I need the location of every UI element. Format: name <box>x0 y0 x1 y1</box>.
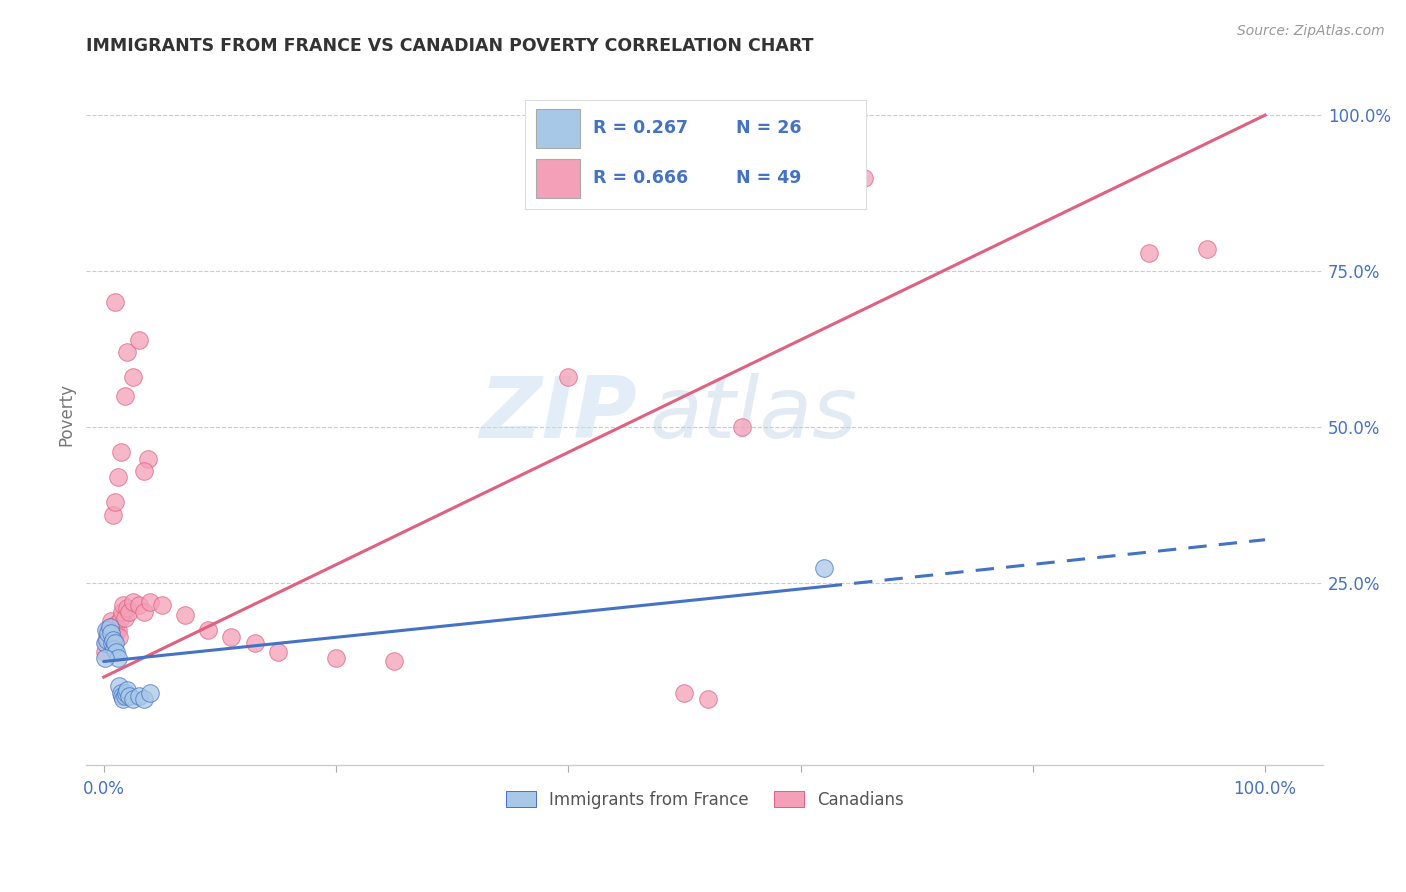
Point <box>104 295 127 310</box>
Point <box>97 626 120 640</box>
Point <box>114 689 136 703</box>
Text: IMMIGRANTS FROM FRANCE VS CANADIAN POVERTY CORRELATION CHART: IMMIGRANTS FROM FRANCE VS CANADIAN POVER… <box>86 37 814 55</box>
Point <box>118 605 141 619</box>
Point <box>94 651 117 665</box>
Point <box>114 389 136 403</box>
Point <box>105 645 128 659</box>
Point <box>97 624 120 638</box>
Point <box>101 620 124 634</box>
Point <box>101 632 124 647</box>
Point <box>134 605 156 619</box>
Point <box>136 451 159 466</box>
Point <box>382 655 405 669</box>
Text: atlas: atlas <box>650 374 858 457</box>
Point <box>104 624 127 638</box>
Point <box>110 611 132 625</box>
Point <box>98 620 121 634</box>
Point <box>94 636 117 650</box>
Point <box>813 561 835 575</box>
Point <box>101 636 124 650</box>
Point <box>100 626 122 640</box>
Point <box>112 692 135 706</box>
Point <box>325 651 347 665</box>
Point <box>115 601 138 615</box>
Point <box>128 333 150 347</box>
Point <box>118 689 141 703</box>
Point <box>110 445 132 459</box>
Point <box>107 624 129 638</box>
Point <box>108 630 131 644</box>
Point <box>96 630 118 644</box>
Text: 0.0%: 0.0% <box>83 780 125 798</box>
Point <box>104 495 127 509</box>
Point <box>96 632 118 647</box>
Point <box>197 624 219 638</box>
Point <box>174 607 197 622</box>
Point <box>107 651 129 665</box>
Point <box>103 630 125 644</box>
Point <box>121 370 143 384</box>
Point <box>104 636 127 650</box>
Point <box>557 370 579 384</box>
Point <box>100 614 122 628</box>
Point <box>267 645 290 659</box>
Point <box>105 617 128 632</box>
Point <box>121 595 143 609</box>
Point <box>112 599 135 613</box>
Point <box>853 170 876 185</box>
Point <box>1137 245 1160 260</box>
Point <box>115 682 138 697</box>
Point <box>115 345 138 359</box>
Y-axis label: Poverty: Poverty <box>58 384 75 446</box>
Point <box>243 636 266 650</box>
Point <box>121 692 143 706</box>
Text: Source: ZipAtlas.com: Source: ZipAtlas.com <box>1237 24 1385 38</box>
Point <box>98 620 121 634</box>
Point <box>111 689 134 703</box>
Point <box>696 692 718 706</box>
Text: 100.0%: 100.0% <box>1233 780 1296 798</box>
Point <box>94 645 117 659</box>
Point <box>111 605 134 619</box>
Point <box>128 689 150 703</box>
Text: ZIP: ZIP <box>479 374 637 457</box>
Point <box>114 686 136 700</box>
Point <box>103 642 125 657</box>
Point <box>101 508 124 522</box>
Point <box>101 624 124 638</box>
Point <box>139 686 162 700</box>
Point <box>108 680 131 694</box>
Point <box>134 692 156 706</box>
Point <box>94 636 117 650</box>
Point <box>94 624 117 638</box>
Legend: Immigrants from France, Canadians: Immigrants from France, Canadians <box>499 784 911 815</box>
Point <box>221 630 243 644</box>
Point <box>1195 243 1218 257</box>
Point <box>673 686 696 700</box>
Point <box>150 599 173 613</box>
Point <box>128 599 150 613</box>
Point <box>731 420 754 434</box>
Point <box>114 611 136 625</box>
Point <box>139 595 162 609</box>
Point <box>107 470 129 484</box>
Point <box>134 464 156 478</box>
Point <box>110 686 132 700</box>
